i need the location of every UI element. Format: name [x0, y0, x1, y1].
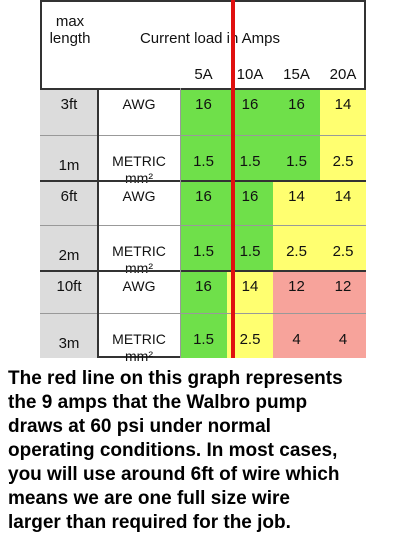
unit-line: mm²	[125, 170, 153, 186]
cell: 2.5	[273, 225, 320, 270]
row-length: 3ft	[60, 96, 78, 113]
row-unit: AWG	[98, 270, 180, 313]
row-border	[40, 88, 366, 90]
unit-line: AWG	[122, 96, 156, 112]
unit-line: mm²	[125, 348, 153, 364]
unit-line: AWG	[122, 188, 156, 204]
row-length: 6ft	[60, 188, 78, 205]
column-header: 10A	[236, 65, 264, 83]
corner-label: max length	[42, 10, 98, 50]
caption-line: operating conditions. In most cases,	[8, 440, 338, 461]
cell: 2.5	[320, 135, 366, 180]
row-unit: AWG	[98, 88, 180, 135]
caption-line: means we are one full size wire	[8, 488, 290, 509]
unit-line: AWG	[122, 278, 156, 294]
cell: 1.5	[180, 313, 227, 358]
row-unit: METRIC mm²	[98, 225, 180, 276]
column-header: 5A	[194, 65, 213, 83]
cell: 14	[273, 180, 320, 225]
corner-line: length	[49, 30, 91, 47]
caption-line: the 9 amps that the Walbro pump	[8, 392, 308, 413]
unit-divider	[97, 88, 99, 358]
cell: 14	[320, 180, 366, 225]
cell: 16	[273, 88, 320, 135]
cell: 14	[320, 88, 366, 135]
row-border	[40, 180, 366, 182]
unit-line: METRIC	[112, 243, 166, 259]
caption-line: you will use around 6ft of wire which	[8, 464, 340, 485]
cell: 2.5	[320, 225, 366, 270]
row-length: 3m	[58, 335, 80, 352]
row-unit: METRIC mm²	[98, 313, 180, 364]
cell: 1.5	[180, 135, 227, 180]
column-header: 15A	[283, 65, 310, 83]
row-unit: METRIC mm²	[98, 135, 180, 186]
header-title: Current load in Amps	[139, 29, 281, 47]
cell: 1.5	[273, 135, 320, 180]
red-line	[231, 0, 235, 358]
row-border	[40, 270, 366, 272]
header-divider	[180, 88, 181, 358]
cell: 12	[273, 270, 320, 313]
unit-line: mm²	[125, 260, 153, 276]
row-border	[40, 225, 366, 226]
column-header: 20A	[329, 65, 357, 83]
unit-line: METRIC	[112, 153, 166, 169]
row-length: 2m	[58, 247, 80, 264]
cell: 16	[180, 270, 227, 313]
caption-line: larger than required for the job.	[8, 512, 291, 533]
cell: 1.5	[180, 225, 227, 270]
row-border	[40, 135, 366, 136]
cell: 12	[320, 270, 366, 313]
caption-line: The red line on this graph represents	[8, 368, 343, 389]
corner-line: max	[55, 13, 85, 30]
row-length: 1m	[58, 157, 80, 174]
row-border	[40, 313, 366, 314]
cell: 4	[273, 313, 320, 358]
row-unit: AWG	[98, 180, 180, 225]
cell: 16	[180, 88, 227, 135]
cell: 16	[180, 180, 227, 225]
row-length: 10ft	[56, 278, 82, 295]
caption-line: draws at 60 psi under normal	[8, 416, 271, 437]
cell: 4	[320, 313, 366, 358]
unit-line: METRIC	[112, 331, 166, 347]
